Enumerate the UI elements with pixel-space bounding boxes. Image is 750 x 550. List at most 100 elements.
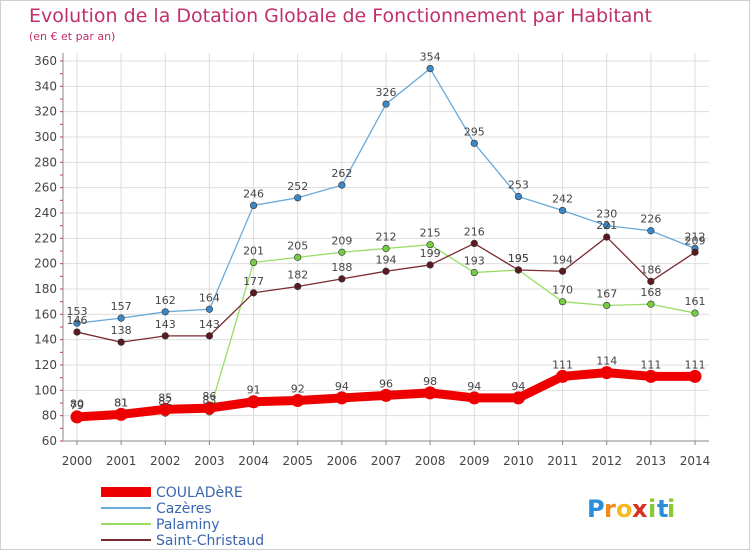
data-label: 209 (331, 234, 352, 247)
data-label: 94 (335, 380, 349, 393)
data-label: 186 (640, 263, 661, 276)
data-label: 170 (552, 284, 573, 297)
data-label: 82 (158, 395, 172, 408)
series-point (423, 386, 437, 400)
y-tick-label: 280 (34, 155, 57, 169)
data-label: 194 (552, 253, 573, 266)
legend-swatch (101, 539, 151, 541)
data-label: 111 (552, 358, 573, 371)
data-label: 209 (685, 234, 706, 247)
data-label: 80 (70, 398, 84, 411)
legend-label: Cazères (156, 501, 212, 517)
series-point (338, 275, 346, 283)
x-tick-label: 2010 (503, 454, 534, 468)
data-label: 194 (376, 253, 397, 266)
data-label: 182 (287, 268, 308, 281)
series-point (644, 369, 658, 383)
series-point (511, 391, 525, 405)
series-point (158, 402, 172, 416)
y-tick-label: 60 (42, 434, 57, 448)
data-label: 83 (202, 394, 216, 407)
data-label: 85 (158, 391, 172, 404)
series-point (688, 369, 702, 383)
y-tick-label: 340 (34, 79, 57, 93)
series-point (70, 410, 84, 424)
x-tick-label: 2004 (238, 454, 269, 468)
y-tick-label: 240 (34, 206, 57, 220)
logo-letter: t (657, 495, 668, 523)
series-point (291, 393, 305, 407)
series-point (202, 401, 216, 415)
chart-subtitle: (en € et par an) (29, 30, 116, 43)
logo-letter: i (667, 495, 675, 523)
data-label: 94 (511, 380, 525, 393)
x-tick-label: 2006 (327, 454, 358, 468)
series-point (294, 253, 302, 261)
series-point (73, 328, 81, 336)
data-label: 143 (155, 318, 176, 331)
data-label: 195 (508, 252, 529, 265)
legend-label: Saint-Christaud (156, 533, 264, 549)
series-point (294, 194, 302, 202)
data-label: 111 (685, 358, 706, 371)
data-labels: 79 81 85 86 91 92 94 96 98 94 94 111 114 111 111 153 157… (67, 51, 706, 412)
series-point (470, 139, 478, 147)
x-tick-label: 2007 (371, 454, 402, 468)
logo-letter: o (616, 495, 633, 523)
data-label: 193 (464, 255, 485, 268)
y-tick-label: 300 (34, 130, 57, 144)
data-label: 262 (331, 167, 352, 180)
logo-letter: P (587, 495, 605, 523)
data-label: 201 (243, 244, 264, 257)
data-label: 111 (640, 358, 661, 371)
series-point (426, 64, 434, 73)
logo-letter: i (648, 495, 656, 523)
y-tick-label: 160 (34, 307, 57, 321)
y-tick-label: 260 (34, 181, 57, 195)
y-tick-label: 120 (34, 358, 57, 372)
series-point (117, 338, 125, 346)
data-label: 162 (155, 294, 176, 307)
y-tick-label: 80 (42, 409, 57, 423)
data-label: 230 (596, 208, 617, 221)
series-point (114, 407, 128, 421)
axes: 60 80 100 120 140 160 180 200 220 240 260 280 300 320… (34, 53, 710, 468)
series-point (73, 319, 81, 327)
y-tick-label: 220 (34, 231, 57, 245)
data-label: 164 (199, 291, 220, 304)
logo-letter: x (632, 495, 648, 523)
logo-letter: r (604, 495, 616, 523)
x-tick-label: 2011 (547, 454, 578, 468)
data-label: 153 (67, 305, 88, 318)
data-label: 354 (420, 51, 441, 64)
data-label: 295 (464, 125, 485, 138)
legend-label: Palaminy (156, 517, 220, 533)
series-point (205, 332, 214, 340)
data-label: 86 (202, 390, 216, 403)
data-label: 242 (552, 192, 573, 205)
legend-swatch (101, 523, 151, 525)
y-tick-label: 140 (34, 333, 57, 347)
series-point (249, 289, 258, 297)
series-point (603, 301, 611, 310)
data-label: 226 (640, 213, 661, 226)
y-tick-label: 180 (34, 282, 57, 296)
legend-swatch (101, 507, 151, 509)
series-point (161, 332, 169, 340)
data-label: 81 (114, 396, 128, 409)
series-point (691, 248, 699, 256)
data-label: 138 (111, 324, 132, 337)
y-tick-label: 320 (34, 105, 57, 119)
data-label: 216 (464, 225, 485, 238)
y-tick-label: 200 (34, 257, 57, 271)
series-point (249, 201, 258, 209)
data-label: 199 (420, 247, 441, 260)
y-tick-label: 360 (34, 54, 57, 68)
data-label: 252 (287, 180, 308, 193)
x-tick-label: 2003 (194, 454, 225, 468)
series-3 (73, 233, 699, 346)
data-label: 246 (243, 187, 264, 200)
